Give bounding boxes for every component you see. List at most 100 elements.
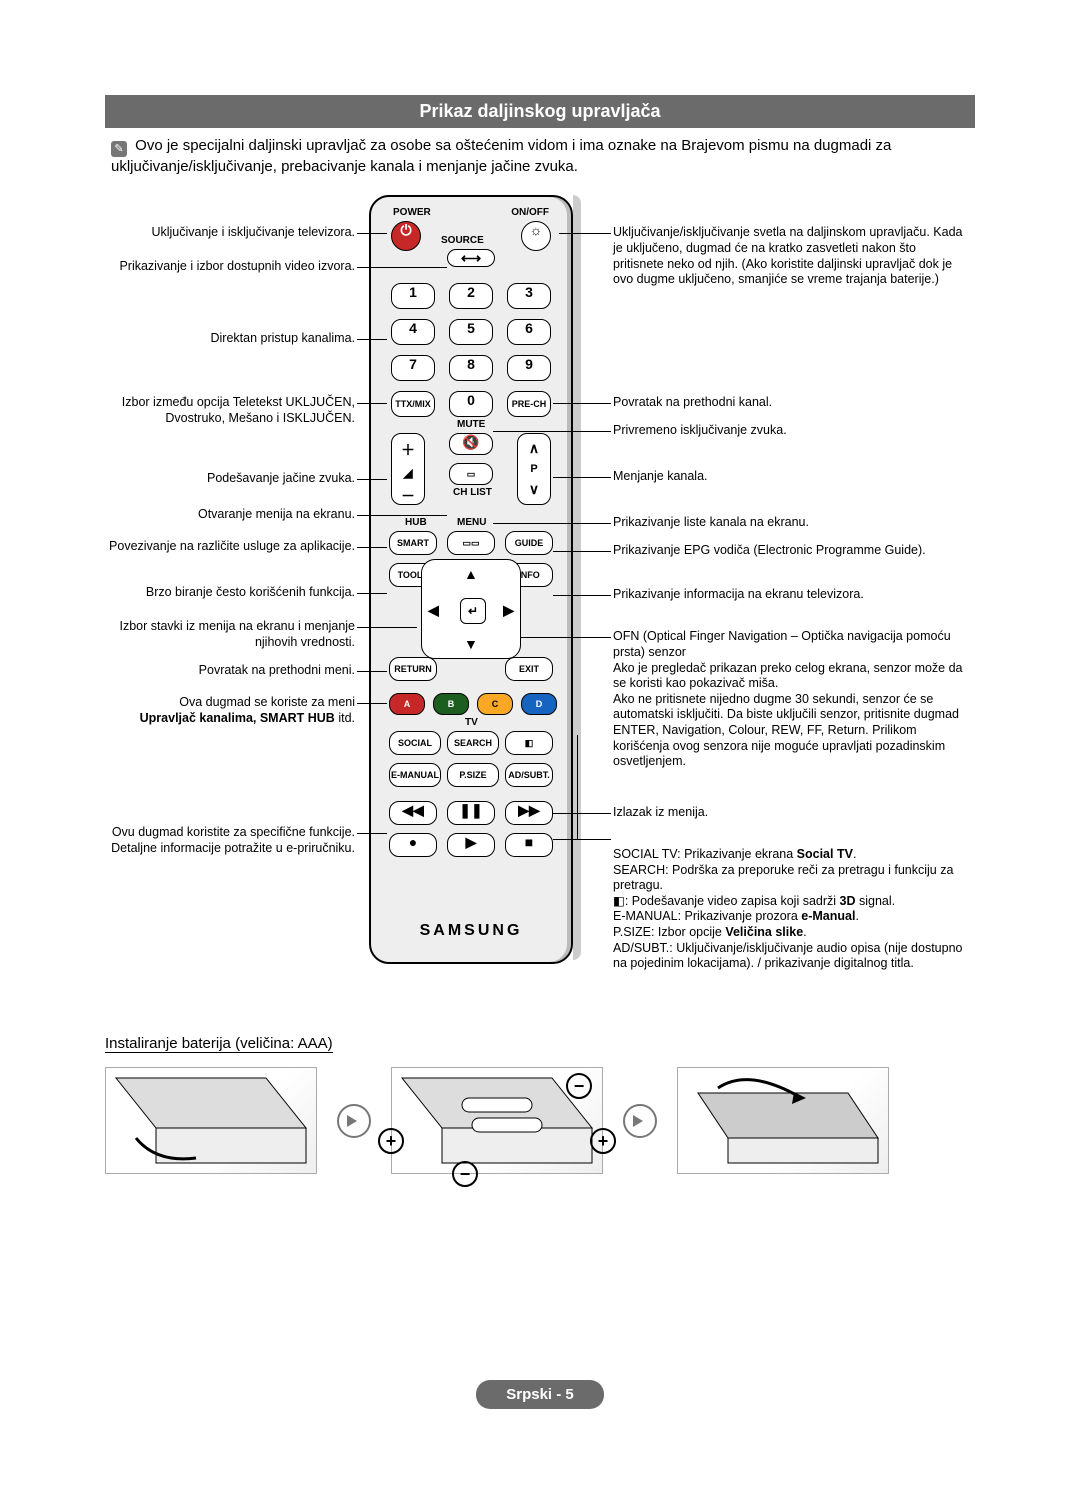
leader: [553, 551, 611, 552]
l-callout-9: Izbor stavki iz menija na ekranu i menja…: [105, 619, 355, 650]
leader: [357, 833, 387, 834]
l-callout-7: Povezivanje na različite usluge za aplik…: [105, 539, 355, 555]
ttx-button[interactable]: TTX/MIX: [391, 391, 435, 417]
psize-button[interactable]: P.SIZE: [447, 763, 499, 787]
pause-button[interactable]: ❚❚: [447, 801, 495, 825]
r-callout-5: Prikazivanje liste kanala na ekranu.: [613, 515, 963, 531]
leader: [357, 703, 387, 704]
leader: [493, 431, 611, 432]
battery-heading: Instaliranje baterija (veličina: AAA): [105, 1035, 333, 1053]
leader: [357, 627, 417, 628]
dpad[interactable]: ▲ ◀ ▶ ▼ ↵: [421, 559, 521, 659]
num-9[interactable]: 9: [507, 355, 551, 381]
page-footer: Srpski - 5: [0, 1380, 1080, 1409]
leader: [553, 477, 611, 478]
remote-diagram: POWER ON/OFF ⏻ ☼ SOURCE ⟷ 1 2 3 4 5 6 7 …: [105, 195, 975, 1025]
search-button[interactable]: SEARCH: [447, 731, 499, 755]
tv-label: TV: [465, 717, 478, 728]
leader: [577, 735, 578, 839]
mute-button[interactable]: 🔇: [449, 433, 493, 455]
fforward-button[interactable]: ▶▶: [505, 801, 553, 825]
adsubt-button[interactable]: AD/SUBT.: [505, 763, 553, 787]
menu-button[interactable]: ▭▭: [447, 531, 495, 555]
battery-fig-3: [677, 1067, 889, 1174]
leader: [493, 523, 611, 524]
num-1[interactable]: 1: [391, 283, 435, 309]
r-callout-2: Povratak na prethodni kanal.: [613, 395, 963, 411]
r-callout-4: Menjanje kanala.: [613, 469, 963, 485]
source-button[interactable]: ⟷: [447, 249, 495, 267]
p-label: P: [518, 457, 550, 475]
hub-label: HUB: [405, 517, 427, 528]
l-callout-6: Otvaranje menija na ekranu.: [105, 507, 355, 523]
power-label: POWER: [393, 207, 431, 218]
leader: [357, 479, 387, 480]
l-callout-8: Brzo biranje često korišćenih funkcija.: [105, 585, 355, 601]
num-5[interactable]: 5: [449, 319, 493, 345]
color-c-button[interactable]: C: [477, 693, 513, 715]
num-6[interactable]: 6: [507, 319, 551, 345]
l-callout-11: Ova dugmad se koriste za meni Upravljač …: [105, 695, 355, 726]
social-button[interactable]: SOCIAL: [389, 731, 441, 755]
volume-rocker[interactable]: ＋◢－: [391, 433, 425, 505]
stop-button[interactable]: ■: [505, 833, 553, 857]
smart-button[interactable]: SMART: [389, 531, 437, 555]
color-a-button[interactable]: A: [389, 693, 425, 715]
num-0[interactable]: 0: [449, 391, 493, 417]
note-icon: ✎: [111, 141, 127, 157]
remote-shadow: [573, 195, 581, 960]
color-d-button[interactable]: D: [521, 693, 557, 715]
r-callout-10: SOCIAL TV: Prikazivanje ekrana Social TV…: [613, 831, 963, 972]
leader: [357, 671, 387, 672]
r-callout-1: Uključivanje/isključivanje svetla na dal…: [613, 225, 963, 288]
l-callout-3: Direktan pristup kanalima.: [105, 331, 355, 347]
tv-mode-btn[interactable]: ▭: [449, 463, 493, 485]
guide-button[interactable]: GUIDE: [505, 531, 553, 555]
battery-fig-1: [105, 1067, 317, 1174]
footer-lang: Srpski -: [506, 1386, 565, 1403]
emanual-button[interactable]: E-MANUAL: [389, 763, 441, 787]
l-callout-1: Uključivanje i isključivanje televizora.: [105, 225, 355, 241]
l-callout-10: Povratak na prethodni meni.: [105, 663, 355, 679]
menu-label: MENU: [457, 517, 486, 528]
battery-fig-2: + − + −: [391, 1067, 603, 1174]
leader: [357, 339, 387, 340]
r-callout-3: Privremeno isključivanje zvuka.: [613, 423, 963, 439]
leader: [357, 267, 447, 268]
remote-body: POWER ON/OFF ⏻ ☼ SOURCE ⟷ 1 2 3 4 5 6 7 …: [369, 195, 573, 964]
note-text: Ovo je specijalni daljinski upravljač za…: [111, 137, 891, 175]
brand-logo: SAMSUNG: [371, 922, 571, 940]
num-8[interactable]: 8: [449, 355, 493, 381]
arrow-2: [623, 1104, 657, 1138]
r-callout-6: Prikazivanje EPG vodiča (Electronic Prog…: [613, 543, 963, 559]
channel-rocker[interactable]: ∧P∨: [517, 433, 551, 505]
battery-svg-3: [678, 1068, 888, 1173]
num-3[interactable]: 3: [507, 283, 551, 309]
exit-button[interactable]: EXIT: [505, 657, 553, 681]
battery-svg-1: [106, 1068, 316, 1173]
leader: [357, 547, 387, 548]
mute-label: MUTE: [457, 419, 485, 430]
color-b-button[interactable]: B: [433, 693, 469, 715]
record-button[interactable]: ●: [389, 833, 437, 857]
leader: [357, 403, 387, 404]
l-callout-4: Izbor između opcija Teletekst UKLJUČEN, …: [105, 395, 355, 426]
onoff-button[interactable]: ☼: [521, 221, 551, 251]
num-2[interactable]: 2: [449, 283, 493, 309]
r-callout-8: OFN (Optical Finger Navigation – Optička…: [613, 629, 963, 770]
power-button[interactable]: ⏻: [391, 221, 421, 251]
rewind-button[interactable]: ◀◀: [389, 801, 437, 825]
source-label: SOURCE: [441, 235, 484, 246]
3d-button[interactable]: ◧: [505, 731, 553, 755]
l-callout-2: Prikazivanje i izbor dostupnih video izv…: [105, 259, 355, 275]
play-button[interactable]: ▶: [447, 833, 495, 857]
return-button[interactable]: RETURN: [389, 657, 437, 681]
arrow-1: [337, 1104, 371, 1138]
num-4[interactable]: 4: [391, 319, 435, 345]
enter-button[interactable]: ↵: [460, 598, 486, 624]
footer-page: 5: [565, 1386, 573, 1403]
l-callout-5: Podešavanje jačine zvuka.: [105, 471, 355, 487]
num-7[interactable]: 7: [391, 355, 435, 381]
prech-button[interactable]: PRE-CH: [507, 391, 551, 417]
accessibility-note: ✎ Ovo je specijalni daljinski upravljač …: [105, 136, 975, 177]
